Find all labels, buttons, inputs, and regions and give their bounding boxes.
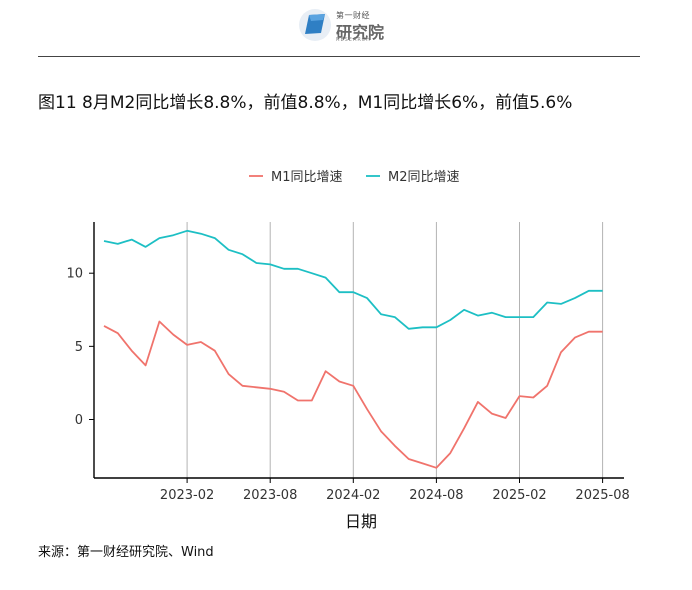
- logo-emblem-icon: [299, 9, 331, 41]
- x-tick-label-2024-02: 2024-02: [326, 488, 380, 503]
- series-line-2: [103, 229, 603, 330]
- legend-label-2: M2同比增速: [388, 170, 460, 185]
- line-chart: 0 5 10 2023-02 2023-08 2024-02 2024-08 2025-02 2…: [66, 170, 630, 531]
- chart-legend: M1同比增速 M2同比增速: [249, 170, 460, 185]
- x-tick-label-2025-02: 2025-02: [492, 488, 546, 503]
- y-tick-label-0: 0: [75, 413, 83, 428]
- x-tick-label-2023-08: 2023-08: [243, 488, 297, 503]
- logo-text-top: 第一财经: [336, 11, 370, 20]
- research-logo: 第一财经 研究院 RESEARCH: [298, 6, 394, 46]
- logo-text-sub: RESEARCH: [336, 37, 371, 43]
- x-tick-label-2023-02: 2023-02: [160, 488, 214, 503]
- series-line-1: [103, 320, 603, 469]
- chart-grid: [186, 222, 604, 478]
- x-tick-label-2025-08: 2025-08: [575, 488, 629, 503]
- x-tick-label-2024-08: 2024-08: [409, 488, 463, 503]
- y-tick-label-5: 5: [75, 340, 83, 355]
- logo-text-main: 研究院: [336, 23, 385, 42]
- x-axis-title: 日期: [345, 512, 377, 531]
- header-divider: [38, 56, 640, 57]
- figure-title: 图11 8月M2同比增长8.8%，前值8.8%，M1同比增长6%，前值5.6%: [38, 93, 573, 113]
- legend-label-1: M1同比增速: [271, 170, 343, 185]
- chart-axes: 0 5 10 2023-02 2023-08 2024-02 2024-08 2025-02 2…: [66, 222, 630, 531]
- chart-series: [103, 229, 603, 469]
- y-tick-label-10: 10: [66, 267, 83, 282]
- source-note: 来源：第一财经研究院、Wind: [38, 545, 214, 560]
